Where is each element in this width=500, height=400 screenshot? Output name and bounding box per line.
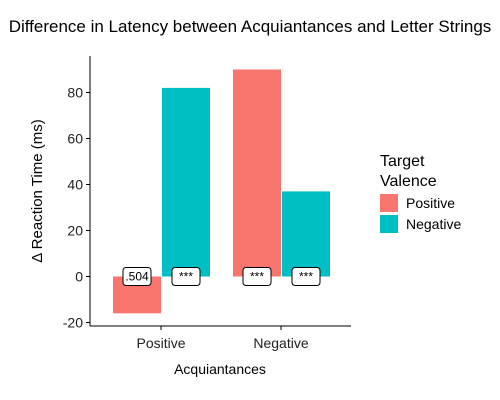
chart-title: Difference in Latency between Acquiantan…	[9, 17, 492, 36]
annotation-label: ***	[299, 270, 313, 284]
annotation-label: .504	[125, 270, 149, 284]
legend-title-line1: Target	[380, 153, 425, 170]
annotation-box	[242, 267, 272, 286]
plot-area: .504 *** *** ***	[113, 69, 330, 314]
y-tick-label: 0	[75, 269, 83, 285]
bar-negative-negative	[282, 191, 330, 277]
legend: Target Valence Positive Negative	[380, 153, 461, 233]
y-tick-label: 80	[67, 85, 83, 101]
legend-label-negative: Negative	[406, 216, 461, 232]
x-axis-ticks: Positive Negative	[136, 326, 309, 351]
annotation-box	[122, 267, 152, 286]
legend-swatch-negative	[380, 215, 398, 233]
legend-swatch-positive	[380, 194, 398, 212]
annotation-label: ***	[250, 270, 264, 284]
bar-positive-negative	[233, 69, 281, 277]
x-tick-label: Positive	[136, 335, 185, 351]
x-tick-label: Negative	[253, 335, 308, 351]
x-axis-title: Acquiantances	[174, 361, 266, 377]
legend-title-line2: Valence	[380, 173, 437, 190]
y-tick-label: 60	[67, 131, 83, 147]
y-axis-ticks: -20 0 20 40 60 80	[63, 85, 90, 331]
y-axis-title: Δ Reaction Time (ms)	[29, 119, 46, 262]
legend-label-positive: Positive	[406, 195, 455, 211]
y-tick-label: -20	[63, 315, 83, 331]
annotation-box	[291, 267, 321, 286]
annotation-box	[171, 267, 201, 286]
y-tick-label: 40	[67, 177, 83, 193]
annotation-label: ***	[179, 270, 193, 284]
y-tick-label: 20	[67, 223, 83, 239]
bar-negative-positive	[162, 87, 210, 277]
